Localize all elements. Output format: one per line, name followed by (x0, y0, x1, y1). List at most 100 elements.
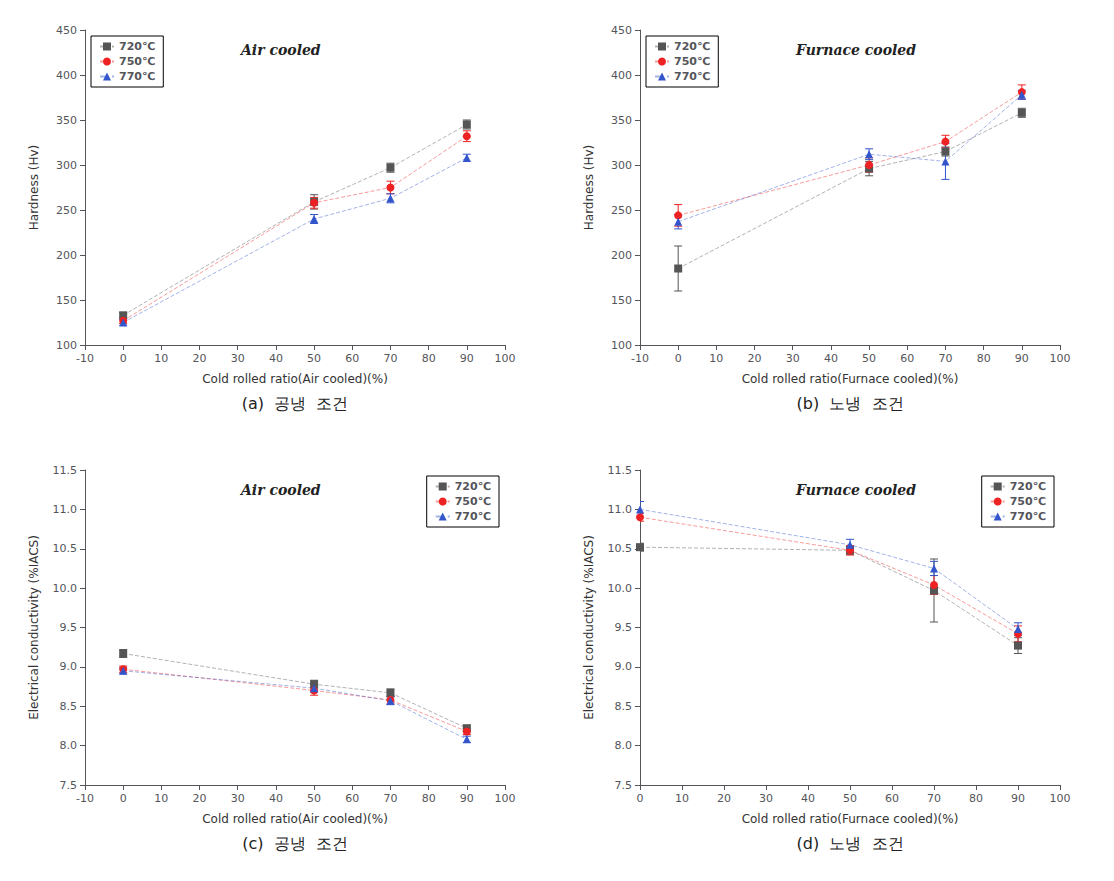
svg-text:40: 40 (269, 352, 283, 365)
svg-text:9.5: 9.5 (615, 621, 633, 634)
svg-text:750℃: 750℃ (119, 55, 155, 68)
svg-text:80: 80 (977, 352, 991, 365)
svg-text:720℃: 720℃ (119, 40, 155, 53)
svg-text:-10: -10 (76, 352, 94, 365)
svg-text:30: 30 (231, 352, 245, 365)
svg-text:90: 90 (460, 352, 474, 365)
svg-text:Electrical conductivity (%IACS: Electrical conductivity (%IACS) (27, 535, 41, 720)
svg-text:300: 300 (611, 159, 632, 172)
svg-text:10.5: 10.5 (608, 542, 633, 555)
svg-text:350: 350 (56, 114, 77, 127)
svg-text:Hardness (Hv): Hardness (Hv) (27, 145, 41, 231)
svg-text:60: 60 (345, 792, 359, 805)
svg-text:Air cooled: Air cooled (239, 482, 321, 498)
svg-text:Hardness (Hv): Hardness (Hv) (582, 145, 596, 231)
svg-text:50: 50 (843, 792, 857, 805)
svg-text:60: 60 (885, 792, 899, 805)
svg-text:(b) 노냉 조건: (b) 노냉 조건 (797, 394, 904, 413)
svg-text:720℃: 720℃ (455, 480, 491, 493)
svg-text:70: 70 (938, 352, 952, 365)
svg-text:70: 70 (383, 352, 397, 365)
svg-text:20: 20 (748, 352, 762, 365)
svg-text:200: 200 (611, 249, 632, 262)
svg-text:40: 40 (801, 792, 815, 805)
svg-text:770℃: 770℃ (119, 70, 155, 83)
svg-text:Furnace cooled: Furnace cooled (795, 42, 916, 58)
svg-text:10: 10 (675, 792, 689, 805)
svg-text:40: 40 (824, 352, 838, 365)
svg-text:Furnace cooled: Furnace cooled (795, 482, 916, 498)
svg-text:0: 0 (637, 792, 644, 805)
svg-text:20: 20 (193, 792, 207, 805)
svg-text:10.5: 10.5 (53, 542, 78, 555)
svg-text:40: 40 (269, 792, 283, 805)
svg-text:11.5: 11.5 (608, 464, 633, 477)
svg-text:150: 150 (611, 294, 632, 307)
svg-text:770℃: 770℃ (1010, 510, 1046, 523)
svg-text:(d) 노냉 조건: (d) 노냉 조건 (797, 834, 904, 853)
svg-text:0: 0 (675, 352, 682, 365)
svg-text:60: 60 (345, 352, 359, 365)
svg-text:10: 10 (154, 792, 168, 805)
svg-text:100: 100 (1050, 792, 1071, 805)
svg-text:Cold rolled ratio(Air cooled)(: Cold rolled ratio(Air cooled)(%) (202, 372, 388, 386)
svg-text:80: 80 (969, 792, 983, 805)
svg-text:100: 100 (56, 339, 77, 352)
svg-text:80: 80 (422, 792, 436, 805)
svg-text:11.0: 11.0 (53, 503, 78, 516)
svg-text:100: 100 (495, 352, 516, 365)
svg-text:30: 30 (786, 352, 800, 365)
svg-text:10.0: 10.0 (53, 582, 78, 595)
svg-text:30: 30 (231, 792, 245, 805)
svg-text:770℃: 770℃ (674, 70, 710, 83)
svg-text:Electrical conductivity (%IACS: Electrical conductivity (%IACS) (582, 535, 596, 720)
svg-text:10: 10 (154, 352, 168, 365)
svg-text:350: 350 (611, 114, 632, 127)
svg-text:8.0: 8.0 (60, 739, 78, 752)
svg-text:20: 20 (717, 792, 731, 805)
svg-text:400: 400 (56, 69, 77, 82)
svg-text:0: 0 (120, 352, 127, 365)
svg-text:50: 50 (862, 352, 876, 365)
svg-text:7.5: 7.5 (60, 779, 78, 792)
svg-text:9.0: 9.0 (615, 660, 633, 673)
svg-text:100: 100 (1050, 352, 1071, 365)
svg-text:450: 450 (611, 24, 632, 37)
svg-text:450: 450 (56, 24, 77, 37)
svg-text:20: 20 (193, 352, 207, 365)
svg-text:8.5: 8.5 (60, 700, 78, 713)
svg-text:720℃: 720℃ (674, 40, 710, 53)
svg-text:750℃: 750℃ (674, 55, 710, 68)
svg-text:400: 400 (611, 69, 632, 82)
svg-text:10: 10 (709, 352, 723, 365)
svg-text:9.5: 9.5 (60, 621, 78, 634)
svg-text:80: 80 (422, 352, 436, 365)
svg-text:8.0: 8.0 (615, 739, 633, 752)
svg-text:150: 150 (56, 294, 77, 307)
svg-text:750℃: 750℃ (1010, 495, 1046, 508)
svg-text:(a) 공냉 조건: (a) 공냉 조건 (242, 394, 349, 413)
svg-text:100: 100 (495, 792, 516, 805)
svg-text:250: 250 (56, 204, 77, 217)
svg-text:7.5: 7.5 (615, 779, 633, 792)
svg-text:90: 90 (1011, 792, 1025, 805)
svg-text:200: 200 (56, 249, 77, 262)
svg-text:-10: -10 (76, 792, 94, 805)
svg-text:50: 50 (307, 352, 321, 365)
svg-text:770℃: 770℃ (455, 510, 491, 523)
svg-text:90: 90 (1015, 352, 1029, 365)
svg-text:300: 300 (56, 159, 77, 172)
svg-text:60: 60 (900, 352, 914, 365)
svg-text:Cold rolled ratio(Furnace cool: Cold rolled ratio(Furnace cooled)(%) (742, 812, 959, 826)
svg-text:Cold rolled ratio(Air cooled)(: Cold rolled ratio(Air cooled)(%) (202, 812, 388, 826)
svg-text:(c) 공냉 조건: (c) 공냉 조건 (242, 834, 348, 853)
svg-text:11.0: 11.0 (608, 503, 633, 516)
svg-text:8.5: 8.5 (615, 700, 633, 713)
svg-text:90: 90 (460, 792, 474, 805)
svg-text:50: 50 (307, 792, 321, 805)
svg-text:70: 70 (927, 792, 941, 805)
svg-text:Air cooled: Air cooled (239, 42, 321, 58)
svg-text:100: 100 (611, 339, 632, 352)
svg-text:10.0: 10.0 (608, 582, 633, 595)
svg-text:250: 250 (611, 204, 632, 217)
